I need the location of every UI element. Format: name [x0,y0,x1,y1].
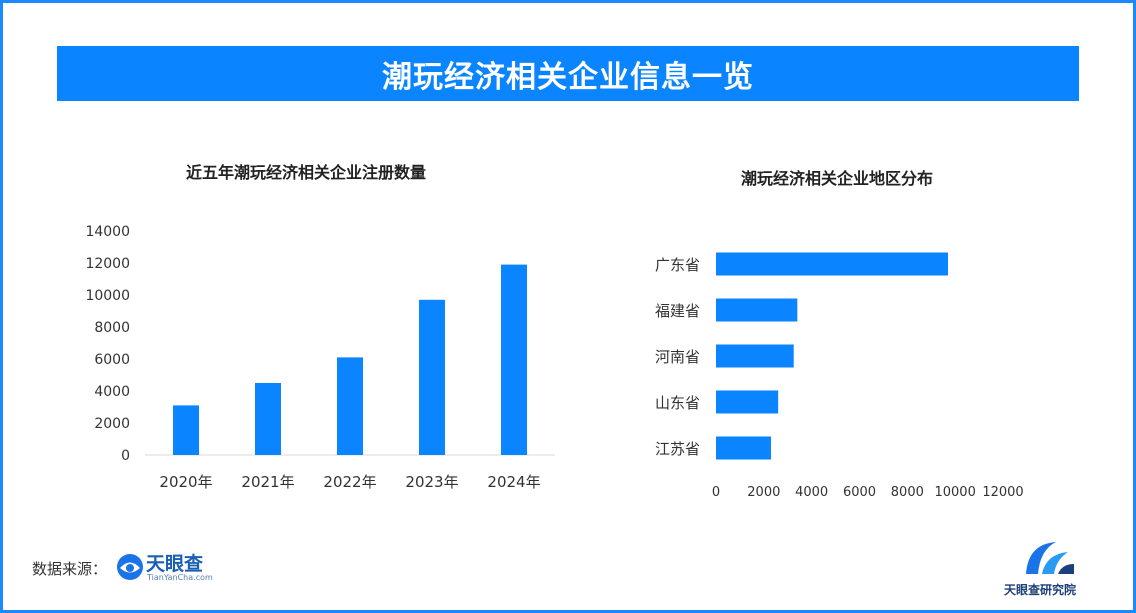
x-tick-label: 0 [712,485,720,500]
bar-2022年 [337,357,363,455]
tianyancha-logo: 天眼查 TianYanCha.com [116,549,226,589]
hbar-福建省 [716,298,798,322]
left-chart-title: 近五年潮玩经济相关企业注册数量 [186,163,427,182]
y-category-label: 河南省 [655,348,700,366]
x-tick-label: 10000 [934,485,975,500]
y-tick-label: 8000 [94,320,130,336]
y-tick-label: 10000 [85,288,130,304]
research-institute-logo: 天眼查研究院 [1004,538,1094,598]
bar-2024年 [501,264,527,455]
source-label: 数据来源： [32,560,108,578]
x-tick-label: 2022年 [323,473,376,491]
y-tick-label: 6000 [94,352,130,368]
x-tick-label: 2020年 [159,473,212,491]
y-category-label: 江苏省 [655,440,700,458]
hbar-山东省 [716,390,779,414]
bar-2021年 [255,383,281,455]
right-chart-title: 潮玩经济相关企业地区分布 [741,169,934,188]
hbar-江苏省 [716,436,772,460]
y-category-label: 福建省 [655,302,700,320]
hbar-广东省 [716,252,948,276]
x-tick-label: 4000 [795,485,828,500]
page-title: 潮玩经济相关企业信息一览 [382,59,754,95]
brand-name: 天眼查研究院 [1004,583,1077,597]
header-banner: 潮玩经济相关企业信息一览 [57,46,1079,101]
bar-2020年 [173,405,199,455]
eye-logo-icon [117,554,143,580]
x-tick-label: 2023年 [405,473,458,491]
y-tick-label: 12000 [85,256,130,272]
x-tick-label: 2024年 [487,473,540,491]
y-tick-label: 4000 [94,384,130,400]
hbar-河南省 [716,344,794,368]
x-tick-label: 2000 [747,485,780,500]
x-tick-label: 8000 [891,485,924,500]
x-tick-label: 6000 [843,485,876,500]
y-category-label: 山东省 [655,394,700,412]
y-tick-label: 0 [121,448,130,464]
brand-emblem-icon [1026,542,1074,574]
source-logo-name: 天眼查 [146,553,204,575]
bar-2023年 [419,299,445,455]
x-tick-label: 2021年 [241,473,294,491]
y-category-label: 广东省 [655,256,700,274]
x-tick-label: 12000 [982,485,1023,500]
source-logo-sub: TianYanCha.com [147,573,213,582]
y-tick-label: 2000 [94,416,130,432]
y-tick-label: 14000 [85,224,130,240]
